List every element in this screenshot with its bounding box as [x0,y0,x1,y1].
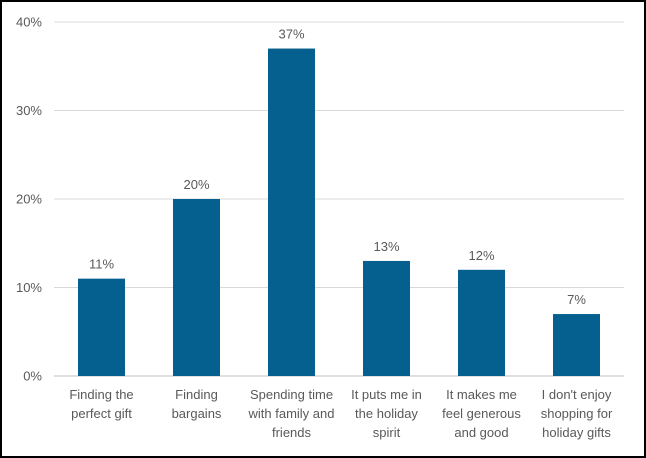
category-label-line: feel generous [442,406,521,421]
bar [553,314,600,376]
category-label-line: with family and [248,406,335,421]
y-axis-tick-labels: 0% 10% 20% 30% 40% [16,15,42,384]
bars [78,48,600,377]
category-label-line: bargains [172,406,222,421]
data-label: 11% [89,257,114,272]
data-labels: 11% 20% 37% 13% 12% 7% [89,27,586,307]
category-label-line: friends [272,425,312,440]
y-tick-label: 10% [16,280,42,295]
category-label-line: Finding [175,387,218,402]
category-label: It puts me in the holiday spirit [351,387,422,440]
category-label: Spending time with family and friends [248,387,335,440]
category-label-line: the holiday [355,406,418,421]
category-label-line: and good [454,425,508,440]
category-label: It makes me feel generous and good [442,387,521,440]
category-label-line: spirit [373,425,401,440]
category-label-line: Finding the [69,387,133,402]
data-label: 20% [183,177,209,192]
category-label-line: It puts me in [351,387,422,402]
category-label-line: holiday gifts [542,425,611,440]
data-label: 13% [373,239,399,254]
x-axis-category-labels: Finding the perfect gift Finding bargains Sp… [69,387,613,440]
category-label-line: perfect gift [71,406,132,421]
bar [78,278,125,376]
y-tick-label: 20% [16,192,42,207]
category-label: I don't enjoy shopping for holiday gifts [541,387,613,440]
category-label: Finding the perfect gift [69,387,133,421]
category-label: Finding bargains [172,387,222,421]
gridlines [54,21,624,377]
bar [458,269,505,376]
category-label-line: shopping for [541,406,613,421]
y-tick-label: 40% [16,15,42,30]
y-tick-label: 0% [23,369,42,384]
data-label: 12% [468,248,494,263]
data-label: 7% [567,292,586,307]
y-tick-label: 30% [16,103,42,118]
category-label-line: Spending time [250,387,333,402]
bar [268,48,315,377]
data-label: 37% [278,27,304,42]
bar [173,199,220,376]
category-label-line: I don't enjoy [542,387,612,402]
bar [363,260,410,376]
category-label-line: It makes me [446,387,517,402]
